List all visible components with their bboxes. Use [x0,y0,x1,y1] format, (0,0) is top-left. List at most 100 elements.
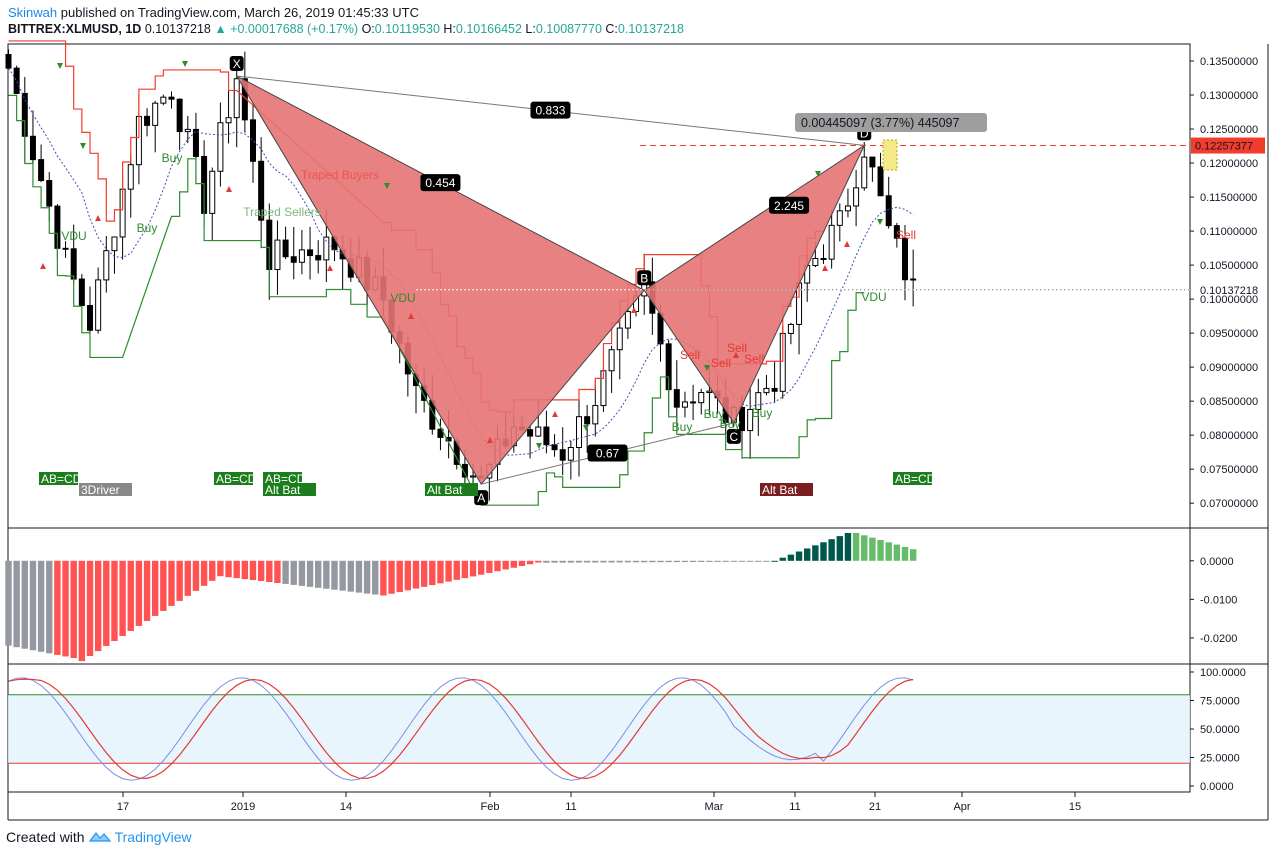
candle-up [470,475,477,478]
pattern-point-badge [637,270,652,286]
candle-down [176,98,183,133]
price-tick-label: 0.09500000 [1200,328,1258,340]
time-tick-label: 17 [117,801,129,813]
macd-tick-label: -0.0100 [1200,594,1237,606]
signal-label: Buy [137,221,158,235]
pattern-point-label: B [640,271,648,285]
pattern-point-label: A [477,491,485,505]
macd-bar [62,560,69,657]
macd-bar [559,560,566,563]
macd-bar [420,560,428,587]
up-arrow-marker [704,365,710,371]
candle-up [853,187,860,207]
macd-bar [469,560,477,577]
macd-bar [543,560,550,563]
macd-bar [372,560,379,595]
price-tick-label: 0.12500000 [1200,124,1258,136]
close-value: 0.10137218 [617,22,684,36]
ratio-label: 0.454 [425,176,455,190]
macd-bar [649,560,656,563]
macd-bar [396,560,403,593]
open-value: 0.10119530 [374,22,440,36]
pattern-found-label: AB=CD [895,472,936,486]
pattern-found-badge [263,483,316,496]
symbol-label[interactable]: BITTREX:XLMUSD, 1D [8,22,142,36]
candle-down [258,160,265,221]
macd-bar [192,560,200,591]
macd-bar [315,560,322,588]
candle-down [877,166,884,197]
price-tick-label: 0.07000000 [1200,498,1258,510]
candle-up [608,349,615,372]
macd-bar [624,560,632,563]
macd-bar [453,560,460,580]
candle-up [323,236,330,261]
macd-bar [46,560,53,654]
pattern-found-label: AB=CD [265,472,306,486]
price-tick-label: 0.13500000 [1200,56,1258,68]
macd-bar [404,560,412,591]
price-tick-label: 0.08000000 [1200,430,1258,442]
macd-bar [616,560,623,563]
macd-bar [502,560,509,570]
signal-label: Sell [744,352,764,366]
pattern-found-badge [39,472,78,485]
candle-up [160,96,167,104]
candle-down [869,156,876,168]
candle-up [298,249,305,263]
measure-tooltip-text: 0.00445097 (3.77%) 445097 [801,116,960,130]
candle-down [527,429,534,437]
ratio-badge [530,101,571,119]
up-arrow-marker [815,171,821,177]
down-arrow-marker [40,263,46,269]
time-tick-label: 21 [869,801,881,813]
candle-up [861,156,868,189]
macd-bar [901,546,909,561]
stoch-d-line [8,678,914,780]
signal-label: Buy [752,406,773,420]
macd-bar [290,560,297,585]
down-arrow-marker [631,307,637,313]
macd-bar [241,560,249,580]
time-tick-label: Apr [953,801,970,813]
macd-bar [249,560,257,581]
macd-bar [200,560,208,586]
candle-up [616,327,623,351]
macd-bar [339,560,346,591]
macd-bar [746,560,754,562]
macd-bar [103,560,110,647]
candle-down [584,416,591,425]
candle-up [698,392,705,404]
macd-bar [184,560,191,596]
candle-up [274,239,281,271]
macd-tick-label: 0.0000 [1200,556,1234,568]
candle-up [836,210,843,226]
chart-header: Skinwah published on TradingView.com, Ma… [8,4,684,38]
macd-bar [225,560,232,578]
macd-bar [852,533,860,561]
last-price: 0.10137218 [144,22,211,36]
macd-bar [233,560,240,579]
pattern-found-badge [760,483,813,496]
author-link[interactable]: Skinwah [8,5,58,20]
macd-bar [266,560,273,582]
macd-bar [13,560,20,648]
time-tick-label: 11 [565,801,576,813]
macd-bar [600,560,607,563]
macd-bar [298,560,306,586]
macd-bar [567,560,575,563]
candle-up [763,387,770,394]
tradingview-link[interactable]: TradingView [114,829,192,845]
pattern-found-badge [893,472,932,485]
macd-bar [78,560,86,662]
publish-info: published on TradingView.com, March 26, … [60,5,419,20]
candle-down [559,449,566,461]
macd-bar [698,560,705,562]
signal-label: Sell [711,356,731,370]
macd-bar [176,560,183,601]
macd-bar [86,560,94,657]
close-label: C: [605,22,618,36]
up-arrow-marker [583,425,589,431]
pattern-point-label: C [730,430,739,444]
